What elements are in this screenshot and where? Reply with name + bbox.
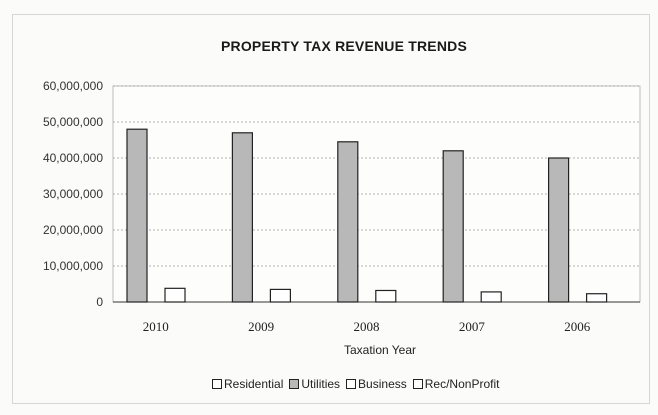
- x-tick-label: 2007: [459, 319, 486, 334]
- y-tick-label: 0: [96, 295, 103, 309]
- bar-utilities: [547, 157, 570, 303]
- bar-utilities: [337, 141, 359, 303]
- legend-item-business: Business: [346, 377, 407, 391]
- legend-label-business: Business: [358, 377, 407, 391]
- bar-business: [375, 289, 397, 303]
- legend-swatch-utilities: [289, 379, 300, 389]
- y-tick-label: 30,000,000: [43, 187, 103, 201]
- legend-swatch-residential: [212, 379, 222, 389]
- legend-label-utilities: Utilities: [301, 377, 341, 391]
- x-axis-label: Taxation Year: [343, 343, 417, 357]
- chart-border: [12, 14, 650, 404]
- legend-item-residential: Residential: [212, 377, 283, 391]
- y-tick-label: 60,000,000: [43, 79, 103, 93]
- bar-business: [585, 293, 608, 303]
- bar-utilities: [231, 132, 253, 303]
- legend-item-recnonprofit: Rec/NonProfit: [412, 377, 500, 391]
- legend-swatch-business: [346, 379, 357, 389]
- bar-utilities: [126, 128, 148, 303]
- bar-utilities: [442, 150, 464, 303]
- legend-label-recnonprofit: Rec/NonProfit: [424, 377, 500, 391]
- x-tick-label: 2009: [248, 319, 274, 334]
- legend-label-residential: Residential: [224, 377, 284, 391]
- bar-business: [480, 291, 502, 303]
- x-tick-label: 2008: [354, 319, 380, 334]
- x-tick-label: 2010: [143, 319, 169, 334]
- x-tick-label: 2006: [564, 319, 591, 334]
- legend-item-utilities: Utilities: [289, 377, 340, 391]
- y-tick-label: 50,000,000: [43, 115, 103, 129]
- y-tick-label: 40,000,000: [43, 151, 103, 165]
- chart-title: PROPERTY TAX REVENUE TRENDS: [220, 38, 468, 54]
- y-tick-label: 20,000,000: [43, 223, 103, 237]
- y-tick-label: 10,000,000: [43, 259, 103, 273]
- bar-business: [164, 287, 186, 303]
- legend-swatch-recnonprofit: [412, 379, 423, 389]
- chart-legend: Residential Utilities Business Rec/NonPr…: [212, 376, 499, 392]
- bar-business: [269, 288, 291, 303]
